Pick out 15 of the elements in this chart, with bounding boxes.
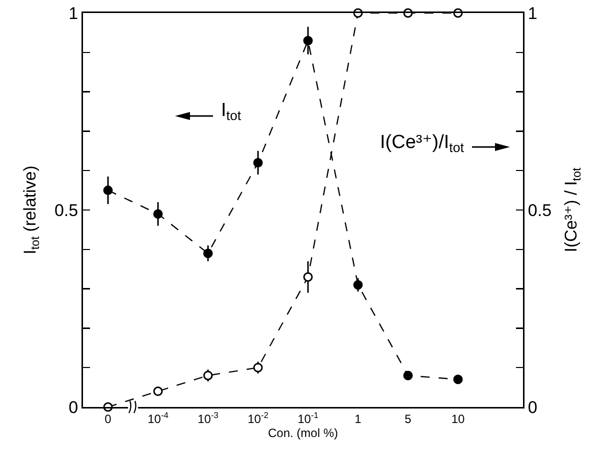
x-tick-label: 0 <box>104 412 112 426</box>
x-tick-label: 10$^{-3}$ <box>198 410 219 426</box>
x-tick-label: 10$^{-1}$ <box>298 410 319 426</box>
annotation: I$_{tot}$ <box>221 100 242 123</box>
y2-tick-label: 1 <box>528 4 538 23</box>
x-axis-title: Con. (mol %) <box>268 426 338 440</box>
annotation: I(Ce³⁺)/I$_{tot}$ <box>380 132 464 155</box>
x-tick-label: 10$^{-2}$ <box>248 410 269 426</box>
x-tick-label: 5 <box>404 412 412 426</box>
y-tick-label: 0.5 <box>54 200 78 220</box>
y2-tick-label: 0.5 <box>528 200 552 220</box>
y-tick-label: 1 <box>68 4 78 23</box>
x-tick-label: 10$^{-4}$ <box>148 410 169 426</box>
x-tick-label: 1 <box>354 412 362 426</box>
x-tick-label: 10 <box>451 412 465 426</box>
